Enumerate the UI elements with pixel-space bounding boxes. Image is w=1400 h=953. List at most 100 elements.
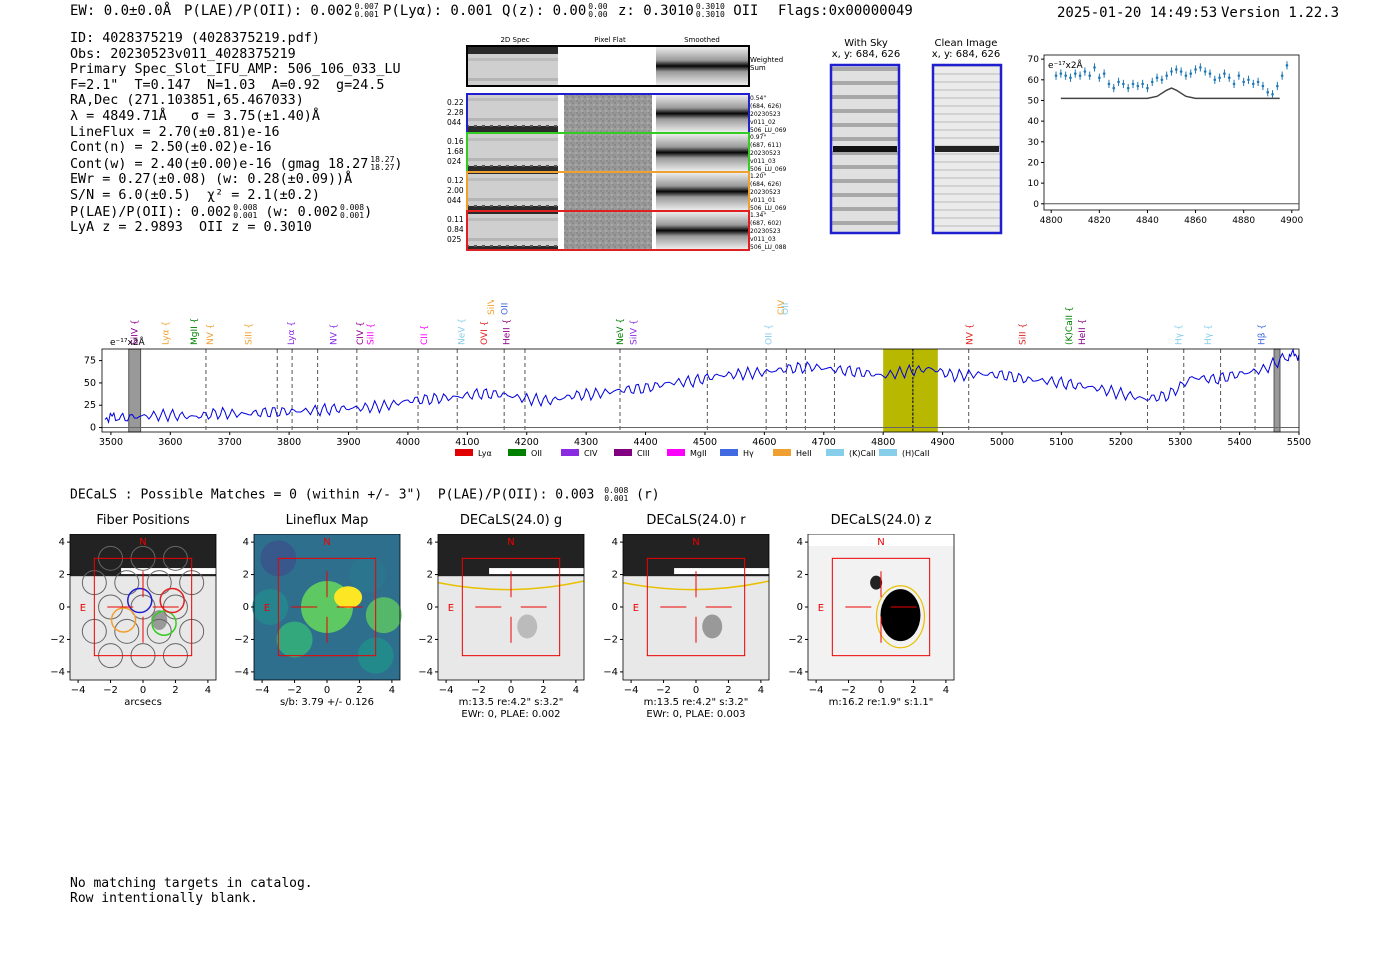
line-label-13: SiIV {	[487, 300, 497, 315]
panel-xtick-label-1-0: −4	[255, 685, 270, 696]
panel-ytick-label-1-4: 4	[243, 537, 249, 548]
panel-title-3: DECaLS(24.0) r	[646, 513, 746, 528]
north-label-2: N	[507, 537, 514, 548]
panel-ytick-label-4-2: 0	[797, 602, 803, 613]
full-xtick-label-15: 5000	[990, 437, 1014, 448]
panel-xtick-label-4-4: 4	[943, 685, 949, 696]
east-label-0: E	[80, 603, 86, 614]
cutout-pixelflat-3	[564, 212, 652, 249]
cutout-2dspec-0	[468, 95, 558, 132]
legend-swatch-8	[879, 449, 897, 456]
panel-ytick-label-2-0: −4	[418, 667, 433, 678]
panel-0: N E −4 −4 −2 −2 0 0 2 2 4 4 arcsecs	[50, 534, 217, 708]
legend-swatch-3	[614, 449, 632, 456]
line-label-19: OII {	[781, 300, 791, 315]
cutout-left-2-0: 0.12	[447, 176, 464, 185]
line-label-26: Hβ {	[1258, 324, 1268, 345]
zoom-ytick-label-7: 70	[1028, 55, 1040, 65]
panel-xtick-label-3-2: 0	[693, 685, 699, 696]
panel-xtick-label-2-4: 4	[573, 685, 579, 696]
panel-caption-4: m:16.2 re:1.9" s:1.1"	[829, 697, 934, 708]
lineflux-blob-5	[365, 597, 402, 634]
cutout-pixelflat-2	[564, 173, 652, 210]
fiber-12	[146, 618, 172, 644]
info-obs: Obs: 20230523v011_4028375219	[70, 46, 296, 62]
panel-ytick-label-4-3: 2	[797, 570, 803, 581]
fiber-5	[146, 570, 172, 596]
cutout-left-2-2: 044	[447, 196, 462, 205]
line-label-14: OII {	[501, 300, 511, 315]
panel-ytick-label-3-4: 4	[612, 537, 618, 548]
panel-box-3	[646, 557, 746, 657]
zoom-point-19	[1146, 86, 1149, 90]
panel-ytick-label-4-1: −2	[788, 634, 803, 645]
zoom-ytick-label-2: 20	[1028, 158, 1040, 168]
zoom-point-29	[1194, 68, 1197, 71]
cutout-right-1-2: 20230523	[750, 150, 781, 157]
cutout-right-1-4: 506_LU_069	[750, 166, 787, 173]
zoom-point-0	[1054, 74, 1058, 77]
zoom-point-6	[1083, 70, 1087, 73]
info-plae-w: (w: 0.002	[257, 204, 338, 220]
cutout-right-1-0: 0.97"	[750, 134, 766, 141]
full-xtick-label-18: 5300	[1168, 437, 1192, 448]
panel-source-3	[702, 614, 723, 639]
panel-ytick-label-4-0: −4	[788, 667, 803, 678]
zoom-point-40	[1247, 78, 1250, 82]
header-plya: P(Lyα): 0.001	[383, 3, 493, 19]
zoom-xtick-label-5: 4900	[1280, 216, 1303, 226]
east-label-1: E	[264, 603, 270, 614]
z-bg	[808, 534, 954, 680]
info-contw-hi: 18.27	[370, 154, 395, 164]
zoom-xtick-label-0: 4800	[1040, 216, 1063, 226]
footer-line-2: Row intentionally blank.	[70, 891, 258, 906]
cutout-right-2-0: 1.20"	[750, 173, 766, 180]
line-label-2: MgII {	[190, 318, 200, 345]
info-sn: S/N = 6.0(±0.5) χ² = 2.1(±0.2)	[70, 187, 320, 203]
cutout-left-0-1: 2.28	[447, 108, 464, 117]
legend-label-1: OII	[531, 449, 542, 458]
cutout-grid: 2D Spec Pixel Flat Smoothed Weighted Sum…	[447, 36, 787, 251]
zoom-point-45	[1271, 92, 1274, 96]
cutout-smoothed-1	[656, 134, 748, 171]
cutout-left-0-2: 044	[447, 118, 462, 127]
panel-caption-0: arcsecs	[124, 697, 162, 708]
full-xtick-label-8: 4300	[574, 437, 598, 448]
full-unit-label: e⁻¹⁷x2Å	[110, 336, 146, 348]
panel-source-2	[517, 614, 538, 639]
line-label-6: NV {	[330, 324, 340, 345]
weighted-sum-smoothed	[656, 47, 748, 85]
panel-3: N E −4 −4 −2 −2 0 0 2 2 4 4 m:13.5 re:4.2" s:3.2"EWr…	[603, 534, 770, 720]
zoom-point-25	[1175, 68, 1178, 71]
zoom-point-28	[1189, 72, 1193, 75]
line-label-8: SiII {	[366, 323, 376, 345]
weighted-sum-frame	[466, 45, 750, 87]
line-label-10: NeV {	[457, 318, 467, 345]
zoom-point-16	[1131, 82, 1135, 86]
info-plae-w-lo: 0.001	[339, 210, 365, 220]
panel-caption2-2: EWr: 0, PLAE: 0.002	[461, 709, 560, 720]
zoom-point-43	[1261, 84, 1265, 88]
line-label-17: OII {	[764, 324, 774, 345]
legend-label-4: MgII	[690, 449, 707, 458]
full-xtick-label-17: 5200	[1109, 437, 1133, 448]
with-sky-coords: x, y: 684, 626	[831, 49, 901, 60]
info-plae-hi: 0.008	[233, 202, 258, 212]
full-ytick-label-1: 25	[84, 400, 96, 411]
panel-xtick-label-1-3: 2	[356, 685, 362, 696]
panel-xtick-label-3-0: −4	[624, 685, 639, 696]
cutout-left-3-1: 0.84	[447, 225, 464, 234]
weighted-sum-label-1: Weighted	[750, 56, 783, 64]
info-contw-lo: 18.27	[370, 162, 395, 172]
full-xtick-label-3: 3800	[277, 437, 301, 448]
z-top-band	[808, 534, 954, 546]
zoom-point-27	[1184, 74, 1188, 77]
legend-label-3: CIII	[637, 449, 650, 458]
panel-caption-3: m:13.5 re:4.2" s:3.2"	[644, 697, 749, 708]
full-spectrum-chart: 3500 3600 3700 3800 3900 4000 4100 4200 4300 4400…	[84, 300, 1311, 458]
fiber-orange	[110, 607, 137, 633]
zoom-point-33	[1213, 78, 1217, 82]
header-plae: P(LAE)/P(OII): 0.002 0.007 0.001	[184, 3, 379, 20]
zoom-point-31	[1203, 70, 1207, 73]
zoom-point-10	[1102, 72, 1106, 75]
